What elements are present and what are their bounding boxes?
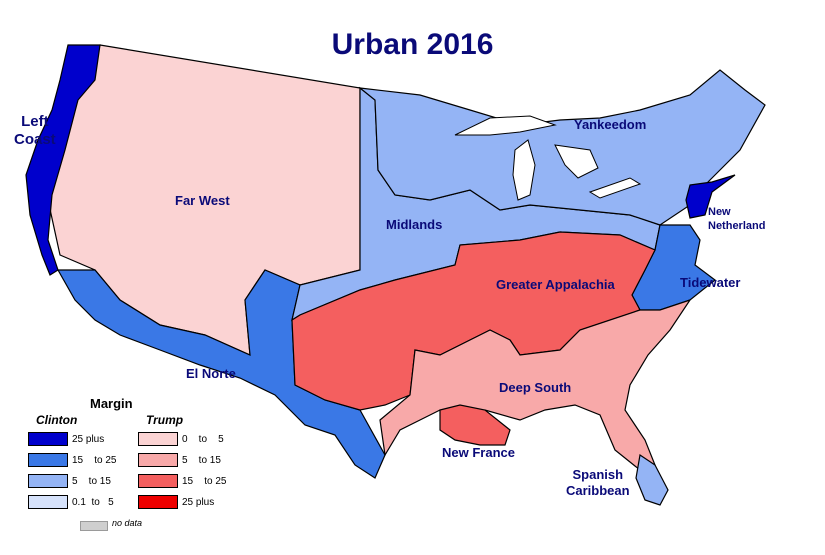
region-spanish-caribbean (635, 453, 669, 506)
legend-clinton-row: 25 plus (28, 431, 104, 447)
label-far-west: Far West (175, 193, 230, 208)
legend-trump-header: Trump (146, 413, 184, 427)
label-greater-appalachia: Greater Appalachia (496, 277, 615, 292)
legend-no-data-swatch (80, 521, 108, 531)
legend-swatch (138, 432, 178, 446)
legend-clinton-row: 0.1 to 5 (28, 494, 114, 510)
label-midlands: Midlands (386, 217, 443, 232)
legend-no-data-label: no data (112, 518, 143, 528)
legend-trump-row: 0 to 5 (138, 431, 224, 447)
label-spanish-caribbean: Spanish Caribbean (566, 467, 630, 498)
label-left-coast: Left Coast (14, 113, 56, 148)
region-left-coast (25, 44, 101, 276)
legend-swatch (28, 474, 68, 488)
legend-label: 5 to 15 (182, 454, 221, 466)
label-el-norte: El Norte (186, 366, 236, 381)
legend-swatch (138, 453, 178, 467)
legend-label: 0 to 5 (182, 433, 224, 445)
legend-trump-row: 15 to 25 (138, 473, 226, 489)
legend-swatch (28, 432, 68, 446)
legend-swatch (138, 474, 178, 488)
legend-clinton-header: Clinton (36, 413, 78, 427)
map-title: Urban 2016 (331, 28, 494, 61)
region-new-netherland (685, 174, 736, 219)
legend-trump-row: 25 plus (138, 494, 214, 510)
legend-label: 5 to 15 (72, 475, 111, 487)
label-deep-south: Deep South (499, 380, 572, 395)
legend-clinton-row: 5 to 15 (28, 473, 111, 489)
lake-erie (588, 177, 642, 199)
lake-superior (454, 115, 557, 136)
legend-label: 25 plus (182, 496, 215, 508)
legend-clinton-row: 15 to 25 (28, 452, 116, 468)
legend-swatch (138, 495, 178, 509)
label-new-netherland: New Netherland (708, 206, 766, 232)
lake-huron (554, 144, 599, 179)
legend-trump-row: 5 to 15 (138, 452, 221, 468)
legend-swatch (28, 453, 68, 467)
legend: Margin Clinton Trump 25 plus 15 to 25 5 … (28, 396, 228, 536)
legend-label: 15 to 25 (72, 454, 117, 466)
legend-swatch (28, 495, 68, 509)
legend-label: 15 to 25 (182, 475, 227, 487)
label-tidewater: Tidewater (680, 275, 741, 290)
legend-label: 25 plus (72, 433, 105, 445)
region-new-france (439, 404, 511, 446)
label-yankeedom: Yankeedom (574, 117, 647, 132)
label-new-france: New France (442, 445, 515, 460)
region-el-norte (56, 269, 386, 479)
lake-michigan (512, 139, 536, 201)
legend-title: Margin (90, 396, 133, 411)
legend-label: 0.1 to 5 (72, 496, 114, 508)
